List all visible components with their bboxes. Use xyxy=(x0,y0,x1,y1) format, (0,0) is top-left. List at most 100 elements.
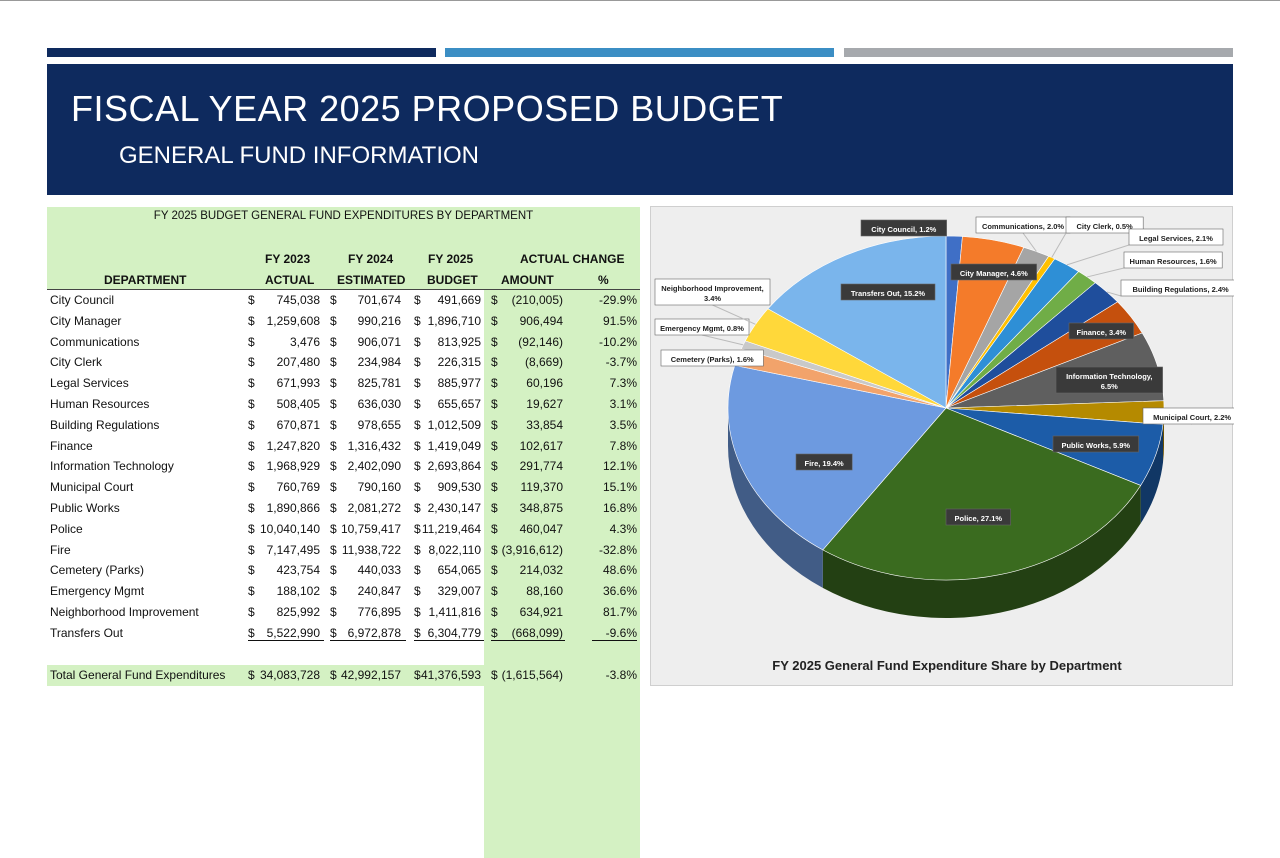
cell-fy2023: 188,102 xyxy=(276,584,320,599)
pie-label-box xyxy=(1065,216,1144,234)
currency-sign: $ xyxy=(414,376,421,391)
cell-change-pct: 7.3% xyxy=(609,376,637,391)
pie-label-box xyxy=(1128,228,1224,246)
header-fy2024-top: FY 2024 xyxy=(348,252,394,266)
cell-fy2023: 508,405 xyxy=(276,397,320,411)
pie-label-box xyxy=(1068,322,1134,340)
row-department: Cemetery (Parks) xyxy=(50,563,145,578)
pie-label-text: Transfers Out, 15.2% xyxy=(851,289,926,298)
header-department: DEPARTMENT xyxy=(104,273,187,287)
slide-header: FISCAL YEAR 2025 PROPOSED BUDGET GENERAL… xyxy=(47,64,1233,195)
currency-sign: $ xyxy=(330,605,337,619)
cell-fy2024: 11,938,722 xyxy=(341,542,401,557)
cell-fy2023: 1,247,820 xyxy=(266,438,320,453)
currency-sign: $ xyxy=(414,293,421,307)
cell-fy2023: 3,476 xyxy=(289,334,320,349)
cell-change-pct: -29.9% xyxy=(598,293,637,307)
table-row: Neighborhood Improvement $825,992 $776,895… xyxy=(47,602,640,623)
pie-label-text: City Manager, 4.6% xyxy=(960,269,1028,278)
pie-label-box xyxy=(860,219,947,237)
currency-sign: $ xyxy=(330,521,337,536)
table-row: Fire $7,147,495 $11,938,722 $8,022,110 $ (3,9… xyxy=(47,540,640,561)
currency-sign: $ xyxy=(248,521,255,536)
cell-fy2023: 10,040,140 xyxy=(259,521,320,536)
pie-slice-side xyxy=(822,485,1141,618)
currency-sign: $ xyxy=(248,542,255,557)
cell-change-amount: 214,032 xyxy=(519,563,563,578)
currency-sign: $ xyxy=(414,417,421,432)
cell-fy2025: 909,530 xyxy=(437,480,481,495)
row-department: Human Resources xyxy=(50,397,150,411)
cell-change-amount: 906,494 xyxy=(519,313,563,328)
currency-sign: $ xyxy=(414,501,421,515)
currency-sign: $ xyxy=(330,480,337,495)
currency-sign: $ xyxy=(491,521,498,536)
cell-change-pct: 15.1% xyxy=(602,480,637,495)
cell-fy2024: 234,984 xyxy=(357,355,401,370)
cell-change-pct: 3.1% xyxy=(609,397,637,411)
currency-sign: $ xyxy=(491,625,498,640)
cell-change-amount: 460,047 xyxy=(519,521,563,536)
cell-fy2023: 825,992 xyxy=(276,605,320,619)
cell-fy2023: 670,871 xyxy=(276,417,320,432)
currency-sign: $ xyxy=(248,355,255,370)
cell-change-amount: 348,875 xyxy=(519,501,563,515)
slide-subtitle: GENERAL FUND INFORMATION xyxy=(119,142,480,169)
table-row: Municipal Court $760,769 $790,160 $909,530 $… xyxy=(47,477,640,498)
currency-sign: $ xyxy=(248,376,255,391)
cell-fy2025: 6,304,779 xyxy=(427,625,481,640)
currency-sign: $ xyxy=(491,334,498,349)
accent-bar-navy xyxy=(47,48,436,57)
cell-change-pct: 12.1% xyxy=(602,459,637,474)
cell-change-amount: 102,617 xyxy=(519,438,563,453)
cell-fy2023: 1,259,608 xyxy=(266,313,320,328)
currency-sign: $ xyxy=(330,313,337,328)
cell-fy2023: 671,993 xyxy=(276,376,320,391)
pie-label-text: Finance, 3.4% xyxy=(1076,328,1126,337)
total-label: Total General Fund Expenditures xyxy=(50,668,226,682)
row-department: Emergency Mgmt xyxy=(50,584,145,599)
table-row: Transfers Out $5,522,990 $6,972,878 $6,304,… xyxy=(47,623,640,644)
row-department: City Manager xyxy=(50,313,122,328)
cell-change-amount: 19,627 xyxy=(526,397,563,411)
cell-change-pct: 3.5% xyxy=(609,417,637,432)
header-fy2023-top: FY 2023 xyxy=(265,252,311,266)
currency-sign: $ xyxy=(248,438,255,453)
cell-fy2024: 978,655 xyxy=(357,417,401,432)
cell-fy2025: 1,896,710 xyxy=(427,313,481,328)
leader-line xyxy=(1087,267,1125,278)
currency-sign: $ xyxy=(414,334,421,349)
row-department: Finance xyxy=(50,438,93,453)
cell-change-pct: -3.7% xyxy=(605,355,637,370)
header-fy2024-bottom: ESTIMATED xyxy=(337,273,406,287)
chart-title: FY 2025 General Fund Expenditure Share b… xyxy=(772,658,1122,673)
currency-sign: $ xyxy=(330,501,337,515)
pie-label-text: Communications, 2.0% xyxy=(982,222,1064,231)
row-department: Public Works xyxy=(50,501,120,515)
cell-fy2025: 654,065 xyxy=(437,563,481,578)
pie-label-text: Cemetery (Parks), 1.6% xyxy=(671,355,754,364)
cell-fy2024: 990,216 xyxy=(357,313,401,328)
row-department: Legal Services xyxy=(50,376,129,391)
leader-line xyxy=(1066,244,1130,266)
pie-slice-police xyxy=(822,407,1142,581)
row-department: Fire xyxy=(50,542,71,557)
pie-chart-svg: City Council, 1.2% City Manager, 4.6% Comm… xyxy=(654,216,1234,673)
cell-fy2023: 745,038 xyxy=(276,293,320,307)
header-fy2023-bottom: ACTUAL xyxy=(265,273,315,287)
currency-sign: $ xyxy=(414,563,421,578)
leader-line xyxy=(712,304,756,325)
currency-sign: $ xyxy=(491,313,498,328)
currency-sign: $ xyxy=(330,563,337,578)
table-row: Emergency Mgmt $188,102 $240,847 $329,007 $8… xyxy=(47,581,640,602)
row-department: Police xyxy=(50,521,83,536)
currency-sign: $ xyxy=(330,584,337,599)
currency-sign: $ xyxy=(414,605,421,619)
pie-label-text: Neighborhood Improvement, xyxy=(661,284,764,293)
currency-sign: $ xyxy=(414,438,421,453)
row-department: City Council xyxy=(50,293,115,307)
cell-change-amount: 634,921 xyxy=(519,605,563,619)
currency-sign: $ xyxy=(330,397,337,411)
pie-label-text: 3.4% xyxy=(704,294,721,303)
leader-line xyxy=(701,334,744,346)
